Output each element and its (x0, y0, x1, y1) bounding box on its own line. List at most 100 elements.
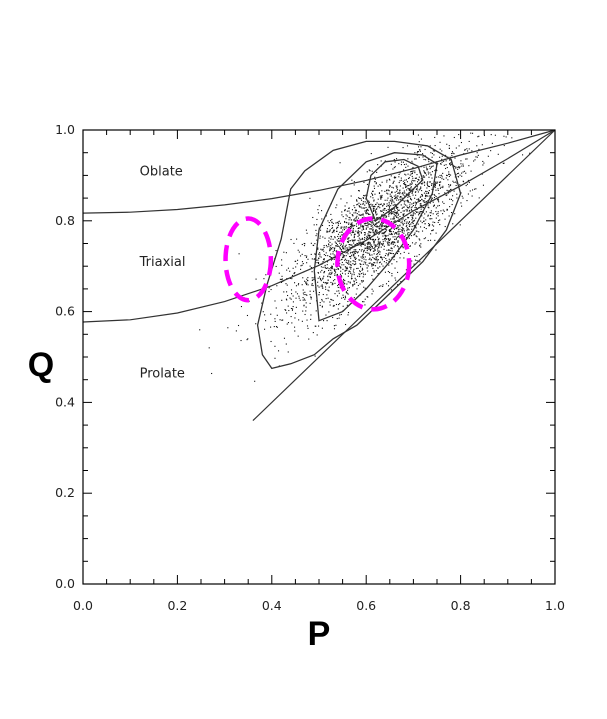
scatter-point (303, 280, 306, 282)
scatter-point (358, 242, 360, 244)
scatter-point (403, 169, 405, 171)
scatter-point (411, 206, 413, 208)
scatter-point (407, 177, 410, 179)
scatter-point (392, 241, 394, 243)
scatter-point (374, 247, 376, 249)
scatter-point (322, 266, 324, 268)
scatter-point (360, 198, 362, 200)
scatter-point (356, 204, 358, 206)
scatter-point (483, 134, 486, 137)
scatter-point (394, 166, 396, 168)
scatter-point (383, 231, 385, 233)
scatter-point (505, 136, 507, 138)
scatter-point (389, 209, 391, 211)
scatter-point (410, 173, 412, 175)
scatter-point (461, 175, 463, 177)
scatter-point (441, 155, 443, 157)
scatter-point (346, 266, 348, 268)
scatter-point (423, 201, 425, 203)
scatter-point (421, 195, 424, 197)
scatter-point (265, 320, 267, 322)
scatter-point (353, 280, 355, 282)
scatter-point (414, 197, 416, 199)
scatter-point (381, 196, 383, 198)
scatter-point (350, 234, 352, 236)
scatter-point (344, 259, 346, 261)
scatter-point (362, 213, 364, 215)
scatter-point (368, 235, 370, 237)
scatter-point (333, 248, 335, 250)
scatter-point (335, 268, 337, 271)
scatter-point (346, 202, 348, 204)
scatter-point (317, 271, 319, 274)
scatter-point (477, 136, 479, 138)
scatter-point (462, 165, 464, 167)
scatter-point (363, 238, 365, 240)
scatter-point (411, 216, 413, 219)
scatter-point (338, 292, 340, 294)
scatter-point (399, 257, 401, 259)
scatter-point (304, 243, 306, 245)
scatter-point (424, 197, 426, 200)
scatter-point (406, 224, 408, 226)
scatter-point (431, 188, 433, 190)
scatter-point (286, 269, 288, 271)
scatter-point (319, 304, 321, 306)
scatter-point (415, 242, 417, 244)
scatter-point (353, 242, 355, 244)
scatter-point (411, 160, 413, 162)
scatter-point (408, 232, 410, 234)
scatter-point (361, 267, 363, 269)
scatter-point (332, 222, 334, 225)
scatter-point (384, 254, 387, 257)
scatter-point (350, 222, 352, 224)
scatter-point (413, 180, 415, 182)
scatter-point (397, 240, 399, 242)
scatter-point (362, 263, 364, 265)
scatter-point (399, 198, 401, 200)
scatter-point (336, 244, 338, 246)
scatter-point (285, 283, 287, 285)
scatter-point (391, 201, 393, 203)
scatter-point (373, 219, 375, 222)
scatter-point (529, 152, 531, 154)
scatter-point (377, 250, 379, 252)
scatter-point (414, 158, 416, 160)
scatter-point (361, 242, 364, 245)
scatter-point (419, 261, 421, 263)
scatter-point (358, 237, 360, 239)
scatter-point (397, 212, 399, 214)
scatter-point (449, 159, 451, 161)
scatter-point (437, 198, 440, 200)
scatter-point (366, 235, 368, 237)
scatter-point (342, 216, 344, 218)
scatter-point (319, 302, 321, 304)
scatter-point (457, 172, 460, 174)
scatter-point (356, 242, 358, 245)
scatter-point (356, 288, 358, 290)
scatter-point (323, 275, 325, 277)
scatter-point (397, 271, 399, 273)
scatter-point (377, 259, 379, 261)
scatter-point (384, 199, 386, 201)
scatter-point (390, 198, 392, 200)
scatter-point (320, 256, 322, 258)
scatter-point (354, 252, 356, 254)
scatter-point (396, 252, 399, 255)
scatter-point (347, 249, 350, 252)
scatter-point (416, 202, 418, 204)
scatter-point (408, 189, 410, 191)
scatter-point (359, 231, 361, 233)
scatter-point (440, 210, 442, 212)
scatter-point (403, 210, 406, 212)
scatter-point (394, 210, 396, 212)
scatter-point (328, 225, 330, 227)
scatter-point (261, 302, 263, 304)
scatter-point (385, 235, 388, 237)
scatter-point (360, 250, 362, 252)
scatter-point (348, 287, 350, 289)
scatter-point (455, 184, 457, 187)
scatter-point (372, 278, 374, 280)
scatter-point (318, 291, 320, 294)
scatter-point (362, 225, 365, 227)
